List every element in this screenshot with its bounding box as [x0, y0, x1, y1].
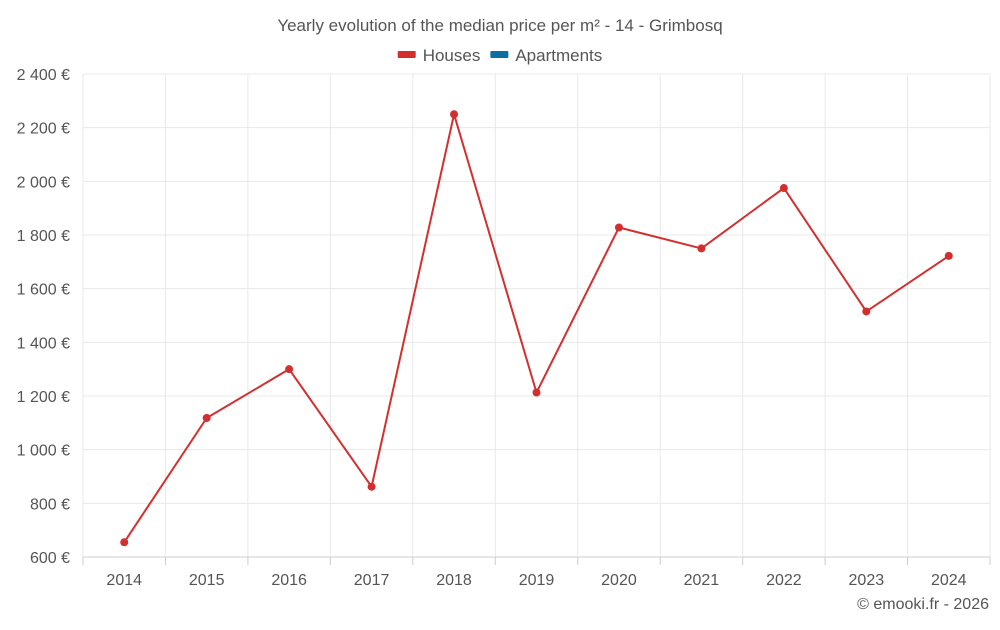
data-point-houses[interactable] — [862, 307, 871, 316]
data-point-houses[interactable] — [450, 110, 459, 119]
data-point-houses[interactable] — [532, 388, 541, 397]
legend-swatch-apartments — [490, 51, 509, 58]
x-tick-label: 2015 — [189, 572, 225, 589]
y-axis: 600 € 800 € 1 000 € 1 200 € 1 400 € 1 600 € 1 … — [17, 67, 70, 567]
y-tick-label: 1 800 € — [17, 228, 70, 245]
x-tick-label: 2019 — [519, 572, 555, 589]
data-point-houses[interactable] — [944, 251, 953, 260]
x-tick-label: 2022 — [766, 572, 802, 589]
y-tick-label: 2 400 € — [17, 67, 70, 84]
legend-label-houses[interactable]: Houses — [423, 46, 481, 65]
x-tick-label: 2024 — [931, 572, 967, 589]
y-tick-label: 1 600 € — [17, 282, 70, 299]
data-point-houses[interactable] — [779, 184, 788, 193]
x-tick-label: 2018 — [436, 572, 472, 589]
x-tick-label: 2021 — [684, 572, 720, 589]
x-tick-label: 2017 — [354, 572, 390, 589]
y-tick-label: 600 € — [30, 550, 70, 567]
y-tick-label: 2 200 € — [17, 121, 70, 138]
data-point-houses[interactable] — [202, 414, 211, 423]
y-tick-label: 2 000 € — [17, 174, 70, 191]
data-point-houses[interactable] — [120, 538, 129, 547]
data-point-houses[interactable] — [367, 482, 376, 491]
legend-label-apartments[interactable]: Apartments — [515, 46, 602, 65]
series-group — [120, 110, 953, 547]
chart-title: Yearly evolution of the median price per… — [277, 16, 722, 35]
data-point-houses[interactable] — [285, 365, 294, 374]
legend-swatch-houses — [397, 51, 416, 58]
data-point-houses[interactable] — [614, 223, 623, 232]
credit-text: © emooki.fr - 2026 — [857, 596, 989, 613]
x-axis: 2014 2015 2016 2017 2018 2019 2020 2021 2022 2023… — [82, 557, 991, 589]
x-tick-label: 2020 — [601, 572, 637, 589]
x-tick-label: 2023 — [849, 572, 885, 589]
y-tick-label: 1 000 € — [17, 443, 70, 460]
grid — [82, 73, 991, 558]
y-tick-label: 1 200 € — [17, 389, 70, 406]
data-point-houses[interactable] — [697, 244, 706, 253]
legend: Houses Apartments — [397, 46, 602, 65]
y-tick-label: 1 400 € — [17, 335, 70, 352]
y-tick-label: 800 € — [30, 496, 70, 513]
x-tick-label: 2016 — [271, 572, 307, 589]
x-tick-label: 2014 — [106, 572, 142, 589]
